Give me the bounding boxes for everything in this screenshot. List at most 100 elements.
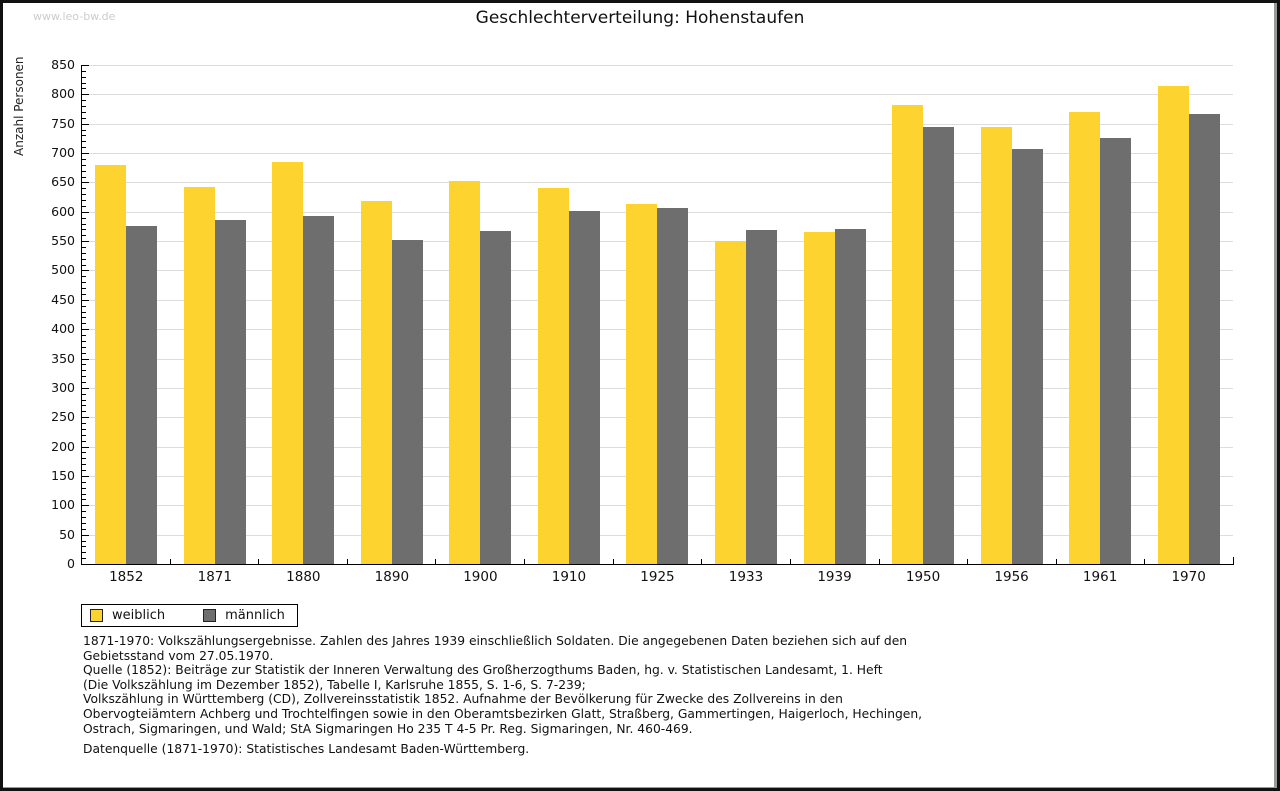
y-tick-label-0: 0	[67, 556, 75, 571]
y-minor-tick-240	[82, 423, 86, 425]
y-minor-tick-410	[82, 323, 86, 325]
x-boundary-tick-5	[524, 559, 526, 564]
y-minor-tick-30	[82, 546, 86, 548]
y-minor-tick-320	[82, 376, 86, 378]
y-minor-tick-720	[82, 141, 86, 143]
y-minor-tick-490	[82, 276, 86, 278]
x-label-1950: 1950	[905, 569, 941, 585]
x-boundary-tick-8	[789, 559, 791, 564]
y-minor-tick-260	[82, 411, 86, 413]
bar-weiblich-1925	[626, 203, 658, 564]
footnote-line-2: Gebietsstand vom 27.05.1970.	[83, 648, 274, 663]
y-tick-label-50: 50	[59, 526, 75, 542]
legend-label-weiblich: weiblich	[112, 608, 166, 623]
y-tick-label-150: 150	[51, 467, 75, 483]
y-major-tick-150	[82, 475, 89, 477]
y-tick-label-400: 400	[51, 321, 75, 337]
x-label-1910: 1910	[551, 569, 587, 585]
bar-group-1890	[348, 65, 437, 564]
y-minor-tick-760	[82, 117, 86, 119]
bar-group-1933	[702, 65, 791, 564]
bar-weiblich-1910	[537, 187, 569, 564]
y-minor-tick-460	[82, 293, 86, 295]
y-major-tick-600	[82, 211, 89, 213]
y-minor-tick-360	[82, 352, 86, 354]
x-boundary-tick-4	[435, 559, 437, 564]
bar-weiblich-1950	[892, 104, 924, 564]
y-major-tick-450	[82, 299, 89, 301]
footnote-line-7: Ostrach, Sigmaringen, und Wald; StA Sigm…	[83, 721, 693, 736]
y-minor-tick-640	[82, 188, 86, 190]
footnote-line-5: Volkszählung in Württemberg (CD), Zollve…	[83, 692, 843, 707]
bar-weiblich-1933	[714, 240, 746, 564]
y-axis-end-cap	[81, 65, 88, 66]
y-minor-tick-670	[82, 170, 86, 172]
bar-weiblich-1900	[449, 181, 481, 564]
y-minor-tick-80	[82, 517, 86, 519]
y-major-tick-800	[82, 94, 89, 96]
x-axis-line	[81, 564, 1234, 565]
y-major-tick-50	[82, 534, 89, 536]
bar-männlich-1910	[568, 210, 600, 564]
y-tick-label-800: 800	[51, 86, 75, 102]
y-minor-tick-270	[82, 405, 86, 407]
y-minor-tick-190	[82, 452, 86, 454]
gridline-800	[82, 94, 1233, 96]
x-boundary-tick-6	[612, 559, 614, 564]
bar-groups	[82, 65, 1233, 564]
y-minor-tick-390	[82, 335, 86, 337]
bar-group-1900	[436, 65, 525, 564]
y-minor-tick-770	[82, 111, 86, 113]
y-major-tick-350	[82, 358, 89, 360]
gridline-750	[82, 123, 1233, 125]
y-minor-tick-630	[82, 194, 86, 196]
x-label-1871: 1871	[197, 569, 232, 585]
datasource-line: Datenquelle (1871-1970): Statistisches L…	[83, 742, 530, 756]
y-minor-tick-780	[82, 106, 86, 108]
x-label-1852: 1852	[109, 569, 144, 585]
legend-swatch-männlich	[203, 609, 217, 622]
y-minor-tick-60	[82, 528, 86, 530]
y-minor-tick-540	[82, 246, 86, 248]
chart-title: Geschlechterverteilung: Hohenstaufen	[475, 8, 805, 28]
y-minor-tick-790	[82, 100, 86, 102]
y-major-tick-100	[82, 505, 89, 507]
bar-männlich-1890	[391, 239, 423, 564]
y-axis-label: Anzahl Personen	[12, 56, 26, 156]
y-tick-label-500: 500	[51, 262, 75, 278]
y-minor-tick-220	[82, 434, 86, 436]
y-minor-tick-730	[82, 135, 86, 137]
x-boundary-tick-3	[346, 559, 348, 564]
x-boundary-tick-2	[258, 559, 260, 564]
y-major-tick-500	[82, 270, 89, 272]
y-minor-tick-820	[82, 82, 86, 84]
y-minor-tick-40	[82, 540, 86, 542]
y-minor-tick-810	[82, 88, 86, 90]
x-label-1956: 1956	[994, 569, 1029, 585]
x-label-1970: 1970	[1171, 569, 1206, 585]
footnote-line-4: (Die Volkszählung im Dezember 1852), Tab…	[83, 677, 586, 692]
y-minor-tick-310	[82, 382, 86, 383]
y-minor-tick-160	[82, 470, 86, 472]
y-major-tick-250	[82, 417, 89, 419]
y-minor-tick-560	[82, 235, 86, 237]
bar-group-1939	[790, 65, 879, 564]
y-minor-tick-210	[82, 440, 86, 442]
y-tick-label-750: 750	[51, 115, 75, 131]
gridline-700	[82, 153, 1233, 155]
legend-box: weiblich männlich	[81, 604, 298, 627]
bar-group-1950	[879, 65, 968, 564]
y-tick-label-450: 450	[51, 291, 75, 307]
footnotes: 1871-1970: Volkszählungsergebnisse. Zahl…	[83, 634, 922, 736]
y-minor-tick-440	[82, 305, 86, 307]
bar-group-1880	[259, 65, 348, 564]
y-minor-tick-90	[82, 511, 86, 513]
y-minor-tick-110	[82, 499, 86, 501]
x-axis-labels: 1852 1871 1880 1890 1900 1910 1925 1933 1939 1950…	[82, 569, 1233, 585]
bar-weiblich-1880	[272, 162, 304, 564]
bar-group-1956	[967, 65, 1056, 564]
gridline-850	[82, 65, 1233, 66]
y-minor-tick-660	[82, 176, 86, 178]
y-minor-tick-690	[82, 158, 86, 160]
y-minor-tick-340	[82, 364, 86, 366]
